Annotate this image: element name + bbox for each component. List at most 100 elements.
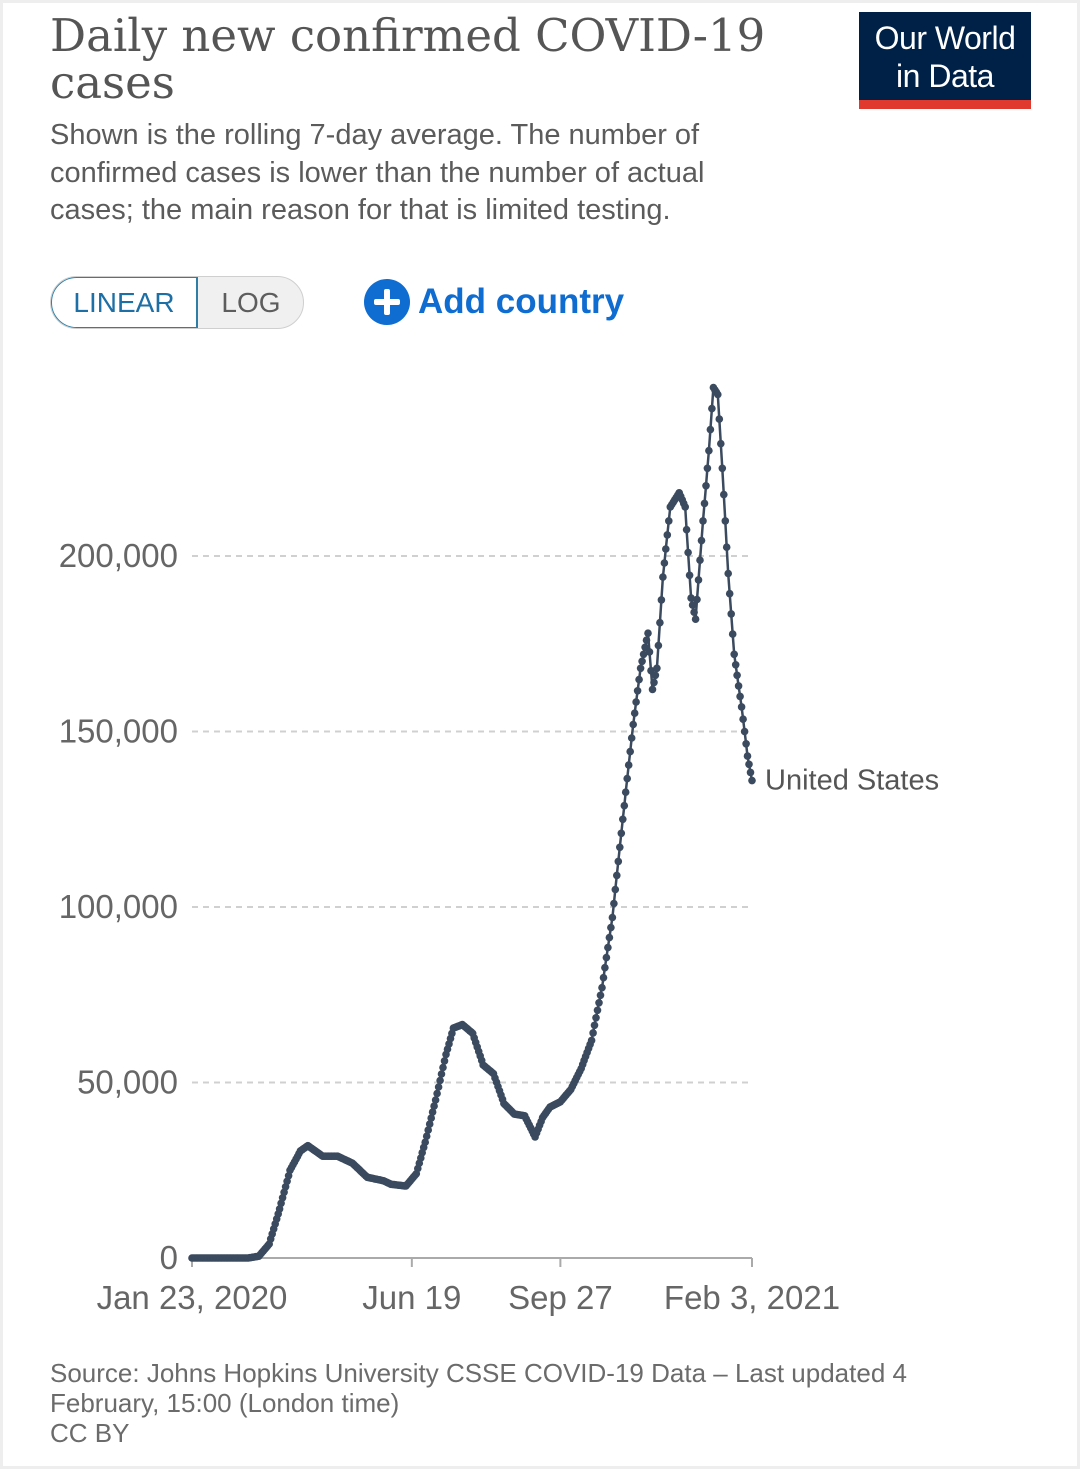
chart-subtitle: Shown is the rolling 7-day average. The …	[50, 119, 705, 226]
data-point	[642, 636, 651, 644]
y-axis-tick-labels: 0 50,000 100,000 150,000 200,000	[59, 537, 178, 1276]
x-tick-label: Jun 19	[362, 1279, 461, 1316]
data-point	[596, 991, 605, 1000]
y-tick-label: 150,000	[59, 713, 178, 750]
x-tick-label: Sep 27	[508, 1279, 613, 1316]
data-point	[626, 747, 634, 756]
data-point	[608, 913, 617, 922]
data-point	[748, 776, 756, 785]
data-point	[621, 788, 630, 796]
data-point	[599, 973, 608, 982]
data-point	[635, 675, 643, 684]
data-point	[714, 390, 722, 399]
data-point	[605, 933, 614, 942]
data-point	[617, 829, 626, 838]
add-country-label: Add country	[418, 282, 625, 321]
data-point	[699, 517, 707, 525]
data-point	[725, 589, 734, 598]
data-point	[736, 692, 744, 701]
data-point	[727, 610, 735, 618]
data-point	[706, 425, 715, 434]
chart-title: Daily new confirmed COVID-19 cases	[50, 9, 766, 109]
data-point	[639, 650, 648, 659]
series-label[interactable]: United States	[765, 765, 939, 797]
data-point	[440, 1057, 449, 1065]
data-point	[694, 576, 703, 584]
data-point	[437, 1070, 446, 1078]
data-point	[740, 727, 749, 736]
data-point	[620, 801, 629, 810]
data-point	[663, 531, 672, 539]
data-point	[598, 983, 606, 992]
data-point	[589, 1029, 597, 1037]
data-point	[737, 703, 746, 711]
data-point	[611, 885, 620, 894]
linear-scale-button[interactable]: LINEAR	[51, 277, 198, 328]
data-point	[434, 1083, 443, 1091]
data-point	[688, 601, 697, 609]
data-point	[610, 899, 618, 908]
logo-text: Our World in Data	[859, 19, 1031, 95]
data-point	[614, 857, 623, 866]
data-point	[431, 1096, 440, 1104]
data-point	[705, 446, 713, 455]
grid-lines	[192, 555, 752, 1084]
data-point	[593, 1006, 602, 1015]
data-point	[424, 1126, 433, 1134]
data-point	[627, 734, 636, 742]
scale-toggle: LINEAR LOG	[50, 276, 304, 329]
data-point	[685, 571, 694, 580]
data-point	[427, 1114, 436, 1122]
data-point	[700, 499, 709, 508]
data-point	[718, 464, 727, 473]
data-point	[436, 1076, 444, 1085]
data-point	[690, 608, 698, 616]
data-point	[653, 664, 661, 673]
data-point	[619, 815, 627, 824]
data-point	[601, 963, 609, 972]
data-point	[650, 678, 658, 687]
plus-circle-icon	[364, 279, 410, 325]
add-country-button[interactable]: Add country	[364, 278, 624, 326]
data-point	[687, 594, 695, 602]
license-link[interactable]: CC BY	[50, 1418, 130, 1448]
series-markers	[188, 383, 756, 1262]
data-point	[590, 1021, 599, 1030]
data-point	[743, 752, 752, 760]
data-point	[616, 843, 624, 852]
data-point	[422, 1132, 431, 1140]
logo-text-line2: in Data	[896, 58, 994, 94]
data-point	[739, 715, 747, 723]
data-point	[721, 517, 730, 525]
data-point	[630, 709, 639, 717]
data-point	[613, 871, 621, 880]
data-point	[629, 720, 637, 729]
data-point	[644, 629, 652, 637]
owid-logo[interactable]: Our World in Data	[859, 12, 1031, 109]
data-point	[681, 503, 689, 511]
data-point	[657, 596, 666, 604]
data-point	[607, 923, 615, 932]
data-point	[717, 439, 725, 448]
data-point	[722, 543, 731, 551]
y-tick-label: 0	[160, 1239, 178, 1276]
data-point	[425, 1120, 434, 1128]
data-point	[745, 760, 753, 769]
log-scale-button[interactable]: LOG	[221, 287, 281, 318]
data-point	[654, 641, 663, 650]
x-tick-label: Jan 23, 2020	[97, 1279, 288, 1316]
y-tick-label: 100,000	[59, 888, 178, 925]
data-point	[720, 490, 728, 499]
data-point	[715, 415, 724, 423]
data-point	[682, 525, 691, 534]
data-point	[636, 664, 645, 673]
data-point	[633, 687, 642, 695]
data-point	[730, 650, 738, 659]
data-point	[660, 559, 669, 567]
data-point	[592, 1014, 600, 1022]
data-point	[428, 1108, 437, 1116]
data-point	[433, 1089, 441, 1098]
data-point	[708, 404, 716, 413]
data-point	[645, 648, 654, 656]
